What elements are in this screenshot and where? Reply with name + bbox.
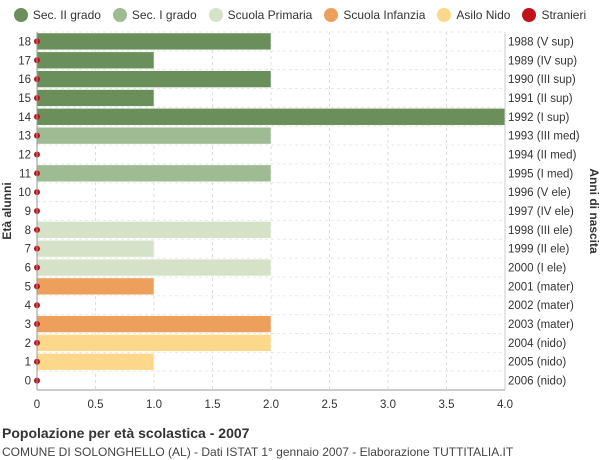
x-tick-label: 4.0 [497, 399, 513, 411]
legend-label: Scuola Primaria [227, 8, 313, 22]
age-tick-label: 14 [18, 112, 31, 124]
bar [36, 353, 155, 371]
bar [36, 70, 272, 88]
legend-swatch [13, 8, 28, 22]
x-tick-label: 2.0 [263, 399, 279, 411]
bar [36, 32, 272, 51]
legend-label: Sec. II grado [32, 8, 101, 22]
year-tick-label: 1995 (I med) [508, 168, 573, 180]
age-tick-label: 5 [25, 281, 31, 293]
legend-label: Asilo Nido [456, 8, 511, 22]
bar [36, 126, 272, 145]
year-tick-label: 2006 (nido) [508, 376, 566, 388]
bar [36, 334, 272, 352]
bar [36, 258, 272, 277]
bar [36, 277, 155, 296]
x-tick-label: 0 [34, 399, 40, 411]
year-tick-label: 1991 (II sup) [508, 93, 573, 105]
year-tick-label: 2000 (I ele) [508, 263, 566, 275]
legend-swatch [437, 8, 452, 22]
bar [36, 108, 506, 126]
x-tick-label: 2.5 [322, 399, 338, 411]
caption-title: Popolazione per età scolastica - 2007 [2, 425, 250, 441]
bar [36, 221, 272, 239]
legend-item: Asilo Nido [437, 8, 510, 22]
bar [36, 240, 155, 258]
age-tick-label: 2 [25, 338, 31, 350]
age-tick-label: 1 [25, 357, 31, 369]
age-tick-label: 6 [25, 263, 31, 275]
legend-swatch [208, 8, 223, 22]
year-tick-label: 1997 (IV ele) [508, 206, 574, 218]
age-tick-label: 17 [18, 55, 31, 67]
year-tick-label: 1992 (I sup) [508, 112, 570, 124]
x-tick-label: 1.5 [205, 399, 221, 411]
legend-item: Sec. I grado [112, 8, 197, 22]
age-tick-label: 12 [18, 149, 31, 161]
bar [36, 51, 155, 69]
legend-item: Stranieri [522, 8, 586, 22]
legend-item: Sec. II grado [13, 8, 101, 22]
age-tick-label: 15 [18, 93, 31, 105]
year-tick-label: 1999 (II ele) [508, 244, 570, 256]
age-tick-label: 13 [18, 131, 31, 143]
year-tick-label: 1998 (III ele) [508, 225, 573, 237]
legend-swatch [324, 8, 339, 22]
legend: Sec. II grado Sec. I grado Scuola Primar… [10, 4, 590, 26]
x-tick-label: 0.5 [88, 399, 104, 411]
year-tick-label: 1993 (III med) [508, 131, 580, 143]
age-tick-label: 3 [25, 319, 31, 331]
year-tick-label: 2005 (nido) [508, 357, 566, 369]
legend-item: Scuola Infanzia [324, 8, 425, 22]
year-tick-label: 2004 (nido) [508, 338, 566, 350]
legend-label: Sec. I grado [131, 8, 197, 22]
legend-swatch [522, 8, 537, 22]
year-tick-label: 2002 (mater) [508, 300, 574, 312]
legend-swatch [112, 8, 127, 22]
year-tick-label: 1989 (IV sup) [508, 55, 577, 67]
legend-label: Scuola Infanzia [343, 8, 426, 22]
year-tick-label: 1990 (III sup) [508, 74, 576, 86]
x-tick-label: 3.0 [380, 399, 396, 411]
age-tick-label: 18 [18, 36, 31, 48]
bar [36, 89, 155, 107]
year-tick-label: 1988 (V sup) [508, 36, 574, 48]
age-tick-label: 7 [25, 244, 31, 256]
right-axis-title: Anni di nascita [587, 168, 600, 254]
bar [36, 315, 272, 333]
year-tick-label: 1994 (II med) [508, 149, 577, 161]
caption-subtitle: COMUNE DI SOLONGHELLO (AL) - Dati ISTAT … [2, 445, 514, 459]
age-tick-label: 11 [19, 168, 31, 180]
age-tick-label: 0 [25, 376, 31, 388]
x-tick-label: 3.5 [439, 399, 455, 411]
year-tick-label: 1996 (V ele) [508, 187, 571, 199]
y-axis-title: Età alunni [0, 182, 14, 239]
bar [36, 164, 272, 182]
x-tick-label: 1.0 [146, 399, 162, 411]
age-tick-label: 10 [18, 187, 31, 199]
age-tick-label: 16 [18, 74, 31, 86]
age-tick-label: 4 [25, 300, 32, 312]
age-tick-label: 9 [25, 206, 31, 218]
legend-label: Stranieri [541, 8, 587, 22]
year-tick-label: 2003 (mater) [508, 319, 574, 331]
bar-chart: 0 0.5 1.0 1.5 2.0 2.5 3.0 3.5 4.018 1988 (V sup)1… [0, 31, 600, 411]
year-tick-label: 2001 (mater) [508, 281, 574, 293]
legend-item: Scuola Primaria [208, 8, 313, 22]
age-tick-label: 8 [25, 225, 31, 237]
